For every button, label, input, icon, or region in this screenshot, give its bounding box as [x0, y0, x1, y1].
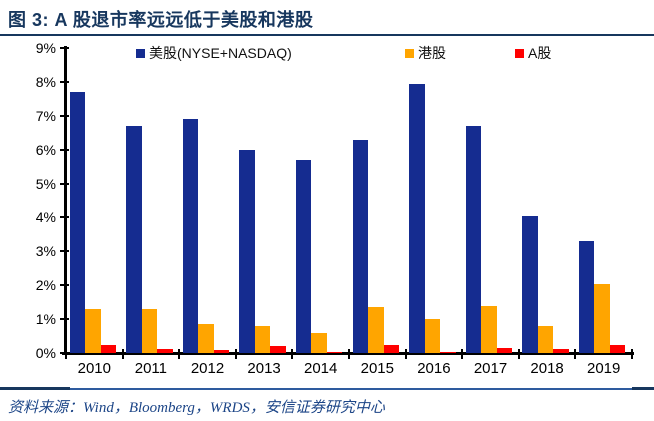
bar-us-2018 — [522, 215, 538, 353]
bar-us-2016 — [409, 83, 425, 353]
x-axis-tick-label: 2015 — [360, 360, 394, 377]
x-axis-tick-label: 2018 — [530, 360, 564, 377]
x-axis-tick-label: 2016 — [417, 360, 451, 377]
legend-item-hk: 港股 — [405, 46, 446, 60]
bar-hk-2018 — [537, 325, 554, 353]
bar-a-2014 — [326, 351, 343, 353]
y-axis-tick-label: 1% — [35, 311, 56, 328]
figure-title: 图 3: A 股退市率远远低于美股和港股 — [8, 10, 314, 30]
footer-rule-left-cap — [0, 387, 70, 390]
legend-label-us: 美股(NYSE+NASDAQ) — [149, 45, 292, 61]
bar-us-2010 — [69, 92, 85, 353]
legend-swatch-us-icon — [136, 49, 145, 58]
bar-a-2018 — [553, 348, 569, 353]
bar-hk-2015 — [368, 307, 384, 353]
bar-hk-2010 — [85, 308, 101, 353]
bar-hk-2012 — [198, 324, 214, 353]
footer-rule — [0, 388, 654, 390]
title-underline — [0, 34, 654, 36]
bar-us-2012 — [182, 119, 199, 353]
x-axis-tick-label: 2019 — [587, 360, 621, 377]
x-axis-line — [62, 352, 634, 355]
bar-us-2015 — [352, 139, 368, 353]
legend-item-us: 美股(NYSE+NASDAQ) — [136, 46, 292, 60]
legend-swatch-hk-icon — [405, 49, 414, 58]
bar-a-2017 — [496, 347, 513, 353]
bar-a-2019 — [609, 344, 626, 353]
y-axis-tick-label: 9% — [35, 40, 56, 56]
legend-swatch-a-icon — [515, 49, 524, 58]
bar-hk-2016 — [424, 319, 441, 353]
bar-us-2019 — [578, 241, 595, 353]
y-axis-tick-label: 2% — [35, 277, 56, 294]
bar-us-2014 — [295, 159, 312, 353]
bar-us-2011 — [126, 125, 142, 353]
y-axis-tick-label: 4% — [35, 209, 56, 226]
bar-hk-2013 — [254, 325, 271, 353]
bar-hk-2019 — [594, 283, 610, 353]
x-axis-tick-label: 2012 — [190, 360, 225, 377]
bar-hk-2011 — [141, 308, 158, 353]
bar-a-2016 — [440, 351, 456, 353]
bar-a-2013 — [270, 345, 286, 353]
bar-a-2010 — [100, 344, 116, 353]
y-axis-line — [64, 46, 67, 355]
source-note: 资料来源：Wind，Bloomberg，WRDS，安信证券研究中心 — [8, 400, 385, 416]
bar-a-2015 — [383, 344, 399, 353]
legend-item-a: A股 — [515, 46, 551, 60]
y-axis-tick-label: 7% — [35, 107, 56, 124]
legend-label-hk: 港股 — [418, 45, 446, 61]
bar-us-2013 — [239, 149, 255, 353]
y-axis-tick-label: 8% — [35, 73, 56, 90]
x-axis-tick-label: 2010 — [77, 360, 111, 377]
bar-a-2011 — [157, 348, 173, 353]
bar-a-2012 — [213, 349, 230, 353]
y-axis-tick-label: 3% — [35, 243, 56, 260]
x-axis-tick-label: 2013 — [247, 360, 281, 377]
legend-label-a: A股 — [528, 45, 552, 61]
x-axis-tick-label: 2017 — [473, 360, 508, 377]
y-axis-tick-label: 0% — [35, 345, 56, 361]
x-axis-tick-label: 2014 — [304, 360, 338, 377]
footer-rule-right-cap — [632, 387, 654, 390]
y-axis-tick-label: 5% — [35, 175, 56, 192]
bar-hk-2017 — [481, 305, 497, 353]
bar-us-2017 — [465, 125, 482, 353]
bar-hk-2014 — [311, 332, 327, 353]
y-axis-tick-label: 6% — [35, 141, 56, 158]
x-axis-tick-label: 2011 — [134, 360, 168, 377]
